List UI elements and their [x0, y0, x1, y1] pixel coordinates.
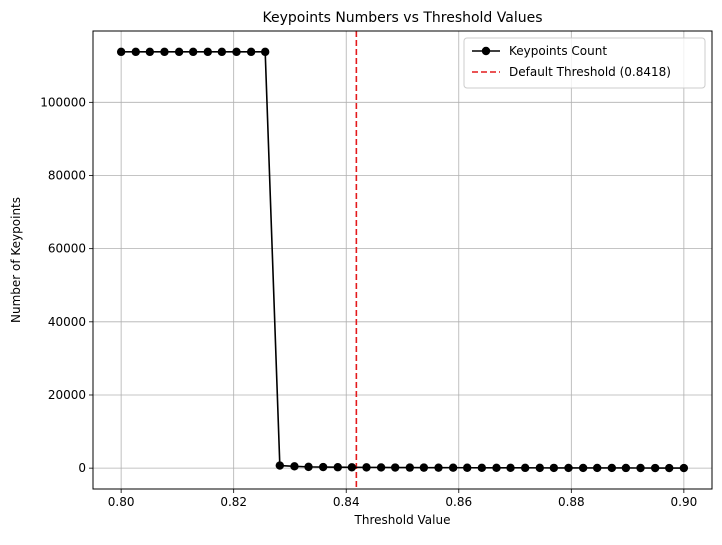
- legend-label: Keypoints Count: [509, 44, 607, 58]
- series: [116, 47, 689, 473]
- data-point: [160, 47, 169, 57]
- data-point: [318, 462, 328, 472]
- data-point: [304, 462, 313, 472]
- data-point: [290, 462, 299, 471]
- legend-box: [463, 37, 706, 89]
- x-axis-ticks: 0.80 0.82 0.84 0.86 0.88 0.90: [108, 489, 697, 509]
- data-point: [131, 47, 140, 57]
- x-tick-label: 0.86: [445, 495, 472, 509]
- data-point: [434, 463, 443, 472]
- data-point: [506, 463, 515, 473]
- legend-label: Default Threshold (0.8418): [509, 65, 671, 79]
- data-point: [419, 463, 429, 472]
- x-axis-label: Threshold Value: [354, 513, 451, 527]
- data-point: [217, 47, 227, 57]
- y-axis-label: Number of Keypoints: [9, 197, 23, 323]
- data-point: [477, 463, 487, 472]
- data-point: [362, 463, 371, 472]
- data-point: [535, 463, 545, 473]
- x-tick-label: 0.80: [108, 495, 135, 509]
- data-point: [549, 463, 559, 473]
- data-point: [463, 463, 472, 472]
- x-tick-label: 0.82: [220, 495, 247, 509]
- data-point: [347, 463, 357, 472]
- y-tick-label: 100000: [40, 95, 86, 109]
- data-point: [650, 463, 660, 473]
- data-point: [405, 463, 415, 472]
- y-tick-label: 40000: [48, 315, 86, 329]
- data-point: [679, 463, 689, 473]
- legend: Keypoints Count Default Threshold (0.8418…: [463, 37, 706, 89]
- y-tick-label: 0: [78, 461, 86, 475]
- data-point: [564, 463, 573, 473]
- data-point: [621, 463, 631, 473]
- plot-frame: [92, 30, 713, 490]
- grid: [93, 31, 712, 489]
- x-tick-label: 0.84: [333, 495, 360, 509]
- y-tick-label: 60000: [48, 242, 86, 256]
- y-tick-label: 80000: [48, 168, 86, 182]
- data-point: [492, 463, 501, 473]
- chart-title: Keypoints Numbers vs Threshold Values: [262, 10, 542, 26]
- data-point: [593, 463, 602, 473]
- data-point: [636, 463, 645, 473]
- y-tick-label: 20000: [48, 388, 86, 402]
- data-point: [448, 463, 458, 472]
- data-point: [390, 463, 400, 472]
- data-point: [232, 47, 241, 57]
- legend-marker: [481, 46, 491, 56]
- data-point: [116, 47, 126, 57]
- data-point: [376, 463, 386, 472]
- data-point: [665, 463, 674, 473]
- data-point: [607, 463, 617, 473]
- data-point: [275, 461, 285, 470]
- data-point: [333, 463, 342, 472]
- x-tick-label: 0.88: [558, 495, 585, 509]
- x-tick-label: 0.90: [671, 495, 698, 509]
- series-line: [121, 51, 684, 469]
- data-point: [174, 47, 184, 57]
- data-point: [203, 47, 212, 57]
- data-point: [145, 47, 155, 57]
- data-point: [188, 47, 198, 57]
- data-point: [246, 47, 256, 57]
- data-point: [260, 47, 270, 57]
- data-point: [578, 463, 588, 473]
- y-axis-ticks: 0 20000 40000 60000 80000 100000: [40, 95, 93, 475]
- data-point: [520, 463, 530, 473]
